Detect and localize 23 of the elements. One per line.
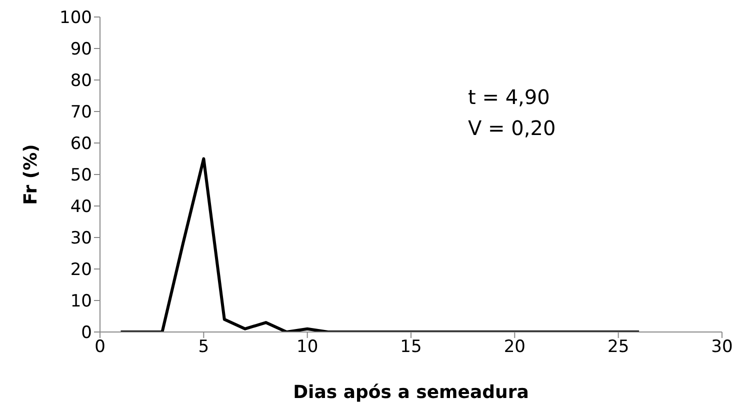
x-tick-label: 15 — [400, 337, 422, 358]
y-tick-label: 90 — [70, 40, 92, 60]
y-tick-label: 30 — [70, 228, 92, 249]
x-tick-label: 25 — [608, 337, 630, 358]
annotation: V = 0,20 — [468, 115, 556, 142]
y-tick-label: 100 — [60, 8, 92, 28]
x-tick-label: 20 — [504, 337, 526, 358]
annotation: t = 4,90 — [468, 84, 551, 111]
x-tick-label: 5 — [198, 337, 210, 358]
y-axis-title: Fr (%) — [20, 144, 42, 205]
y-tick-label: 50 — [70, 166, 92, 186]
y-tick-label: 20 — [70, 260, 92, 280]
y-tick-label: 10 — [70, 292, 92, 312]
line-series — [119, 157, 641, 332]
y-tick-label: 0 — [81, 323, 92, 344]
y-tick-label: 40 — [70, 197, 92, 218]
y-tick-label: 70 — [70, 102, 92, 123]
x-tick-label: 30 — [711, 337, 733, 358]
x-axis-title: Dias após a semeadura — [293, 382, 529, 403]
y-tick-label: 60 — [70, 134, 92, 154]
x-tick-label: 0 — [94, 337, 106, 358]
y-tick-label: 80 — [70, 71, 92, 92]
x-tick-label: 10 — [296, 337, 318, 358]
